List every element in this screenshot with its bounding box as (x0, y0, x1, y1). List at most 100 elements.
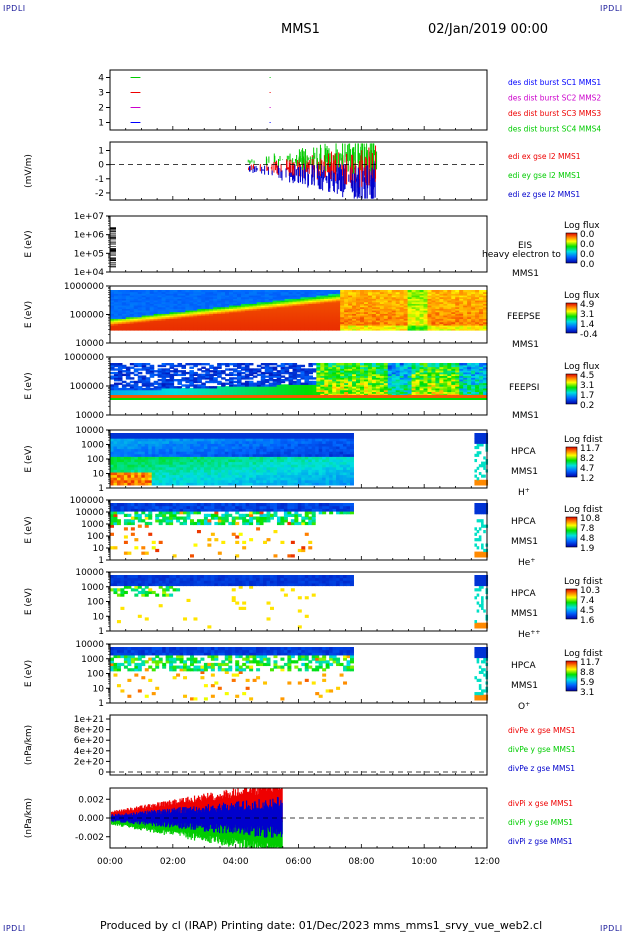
spectrogram-cell (203, 459, 208, 463)
spectrogram-cell (173, 308, 179, 311)
spectrogram-cell (383, 325, 389, 328)
spectrogram-cell (407, 366, 413, 369)
spectrogram-cell (439, 393, 444, 396)
spectrogram-cell (157, 308, 163, 311)
spectrogram-cell (201, 370, 206, 373)
spectrogram-cell (153, 387, 159, 391)
spectrogram-cell (141, 474, 146, 478)
spectrogram-cell (443, 377, 448, 380)
spectrogram-cell (288, 291, 294, 294)
spectrogram-cell (304, 306, 310, 309)
spectrogram-cell (264, 364, 270, 368)
spectrogram-cell (379, 326, 385, 329)
spectrogram-cell (205, 393, 210, 396)
spectrogram-cell (435, 380, 440, 384)
spectrogram-cell (193, 384, 198, 387)
spectrogram-cell (201, 377, 206, 380)
spectrogram-cell (233, 326, 238, 329)
spectrogram-cell (210, 482, 215, 486)
spectrogram-cell (153, 318, 159, 321)
spectrogram-cell (403, 305, 409, 308)
spectrogram-cell (356, 308, 361, 311)
spectrogram-cell (129, 366, 135, 369)
spectrogram-cell (214, 446, 219, 450)
spectrogram-cell (312, 389, 317, 393)
spectrogram-cell (149, 375, 155, 378)
spectrogram-cell (383, 375, 389, 378)
spectrogram-cell (193, 371, 198, 375)
spectrogram-cell (363, 398, 369, 400)
spectrogram-cell (403, 315, 409, 318)
spectrogram-cell (423, 391, 429, 394)
spectrogram-cell (312, 298, 317, 301)
spectrogram-cell (383, 305, 389, 308)
spectrogram-cell (179, 469, 184, 473)
spectrogram-cell (363, 393, 369, 396)
spectrogram-cell (328, 375, 333, 378)
spectrogram-cell (272, 384, 278, 387)
spectrogram-cell (125, 395, 131, 398)
spectrogram-cell (459, 377, 464, 380)
spectrogram-cell (133, 306, 139, 309)
spectrogram-cell (151, 435, 156, 439)
spectrogram-cell (181, 315, 186, 318)
spectrogram-cell (185, 395, 190, 398)
spectrogram-cell (155, 451, 160, 455)
spectrogram-cell (328, 371, 333, 375)
spectrogram-cell (375, 373, 381, 377)
spectrogram-cell (324, 300, 329, 303)
spectrogram-cell (375, 291, 381, 294)
spectrogram-cell (165, 311, 171, 314)
spectrogram-cell (363, 370, 369, 373)
spectrogram-cell (411, 305, 417, 308)
spectrogram-cell (463, 370, 468, 373)
spectrogram-cell (256, 382, 262, 385)
spectrogram-cell (447, 366, 452, 369)
spectrogram-cell (248, 323, 254, 326)
spectrogram-cell (113, 311, 119, 314)
spectrogram-cell (296, 395, 302, 398)
spectrogram-cell (110, 446, 114, 450)
spectrogram-cell (162, 482, 167, 486)
spectrogram-cell (344, 398, 349, 400)
spectrogram-cell (332, 363, 337, 366)
spectrogram-cell (225, 386, 230, 389)
spectrogram-cell (463, 395, 468, 398)
spectrogram-cell (217, 363, 222, 366)
spectrogram-cell (352, 303, 357, 306)
spectrogram-cell (179, 479, 184, 483)
spectrogram-cell (320, 316, 325, 319)
spectrogram-cell (110, 366, 115, 369)
spectrogram-cell (419, 296, 425, 299)
spectrogram-cell (213, 290, 218, 293)
spectrogram-cell (344, 301, 349, 304)
spectrogram-cell (407, 325, 413, 328)
spectrogram-cell (308, 293, 313, 296)
spectrogram-cell (423, 295, 429, 298)
spectrogram-cell (312, 377, 317, 380)
spectrogram-cell (360, 295, 365, 298)
spectrogram-cell (209, 328, 214, 331)
spectrogram-cell (471, 380, 476, 384)
spectrogram-cell (141, 326, 147, 329)
spectrogram-cell (451, 375, 456, 378)
spectrogram-cell (407, 368, 413, 371)
spectrogram-cell (320, 395, 325, 398)
spectrogram-cell (288, 295, 294, 298)
spectrogram-cell (455, 375, 460, 378)
spectrogram-cell (439, 377, 444, 380)
spectrogram-cell (375, 290, 381, 293)
spectrogram-cell (272, 303, 278, 306)
spectrogram-cell (134, 446, 139, 450)
spectrogram-cell (391, 370, 397, 373)
spectrogram-cell (348, 315, 353, 318)
spectrogram-cell (197, 308, 202, 311)
spectrogram-cell (371, 373, 377, 377)
spectrogram-cell (217, 311, 222, 314)
spectrogram-cell (292, 389, 298, 393)
spectrogram-cell (189, 387, 194, 391)
spectrogram-cell (189, 303, 194, 306)
spectrogram-cell (110, 440, 114, 444)
spectrogram-cell (371, 328, 377, 331)
spectrogram-cell (200, 448, 205, 452)
